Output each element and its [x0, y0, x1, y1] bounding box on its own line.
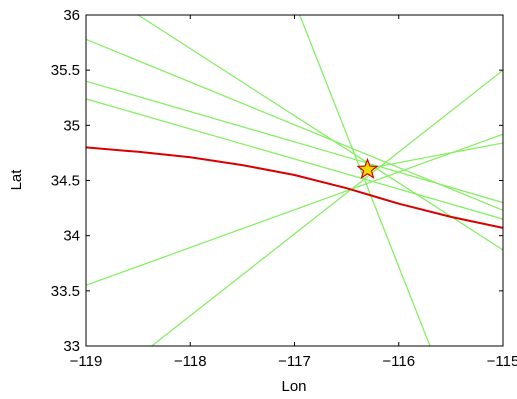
green-line-4: [86, 98, 503, 220]
y-tick-label: 33: [63, 338, 80, 355]
x-tick-label: −116: [382, 353, 415, 370]
x-tick-label: −119: [70, 353, 103, 370]
y-tick-label: 33.5: [51, 283, 80, 300]
plot-area: [86, 15, 503, 346]
y-axis-label: Lat: [8, 169, 25, 191]
y-tick-label: 35: [63, 117, 80, 134]
star-marker: [356, 157, 379, 179]
y-tick-label: 34.5: [51, 173, 80, 190]
green-line-8: [299, 15, 431, 346]
red-curve: [86, 146, 503, 229]
y-tick-label: 36: [63, 7, 80, 24]
y-tick-label: 35.5: [51, 62, 80, 79]
green-line-1: [137, 15, 503, 251]
green-line-6: [151, 69, 503, 346]
green-line-5: [86, 133, 503, 286]
axis-ticks: −119 −118 −117 −116 −115 33 33.5 34 34.5 35 35.5 36: [51, 7, 517, 370]
x-tick-label: −118: [174, 353, 207, 370]
x-axis-label: Lon: [281, 378, 306, 395]
green-line-7: [362, 142, 503, 171]
green-line-3: [86, 80, 503, 204]
x-tick-label: −115: [487, 353, 517, 370]
y-tick-label: 34: [63, 228, 80, 245]
x-tick-label: −117: [278, 353, 311, 370]
